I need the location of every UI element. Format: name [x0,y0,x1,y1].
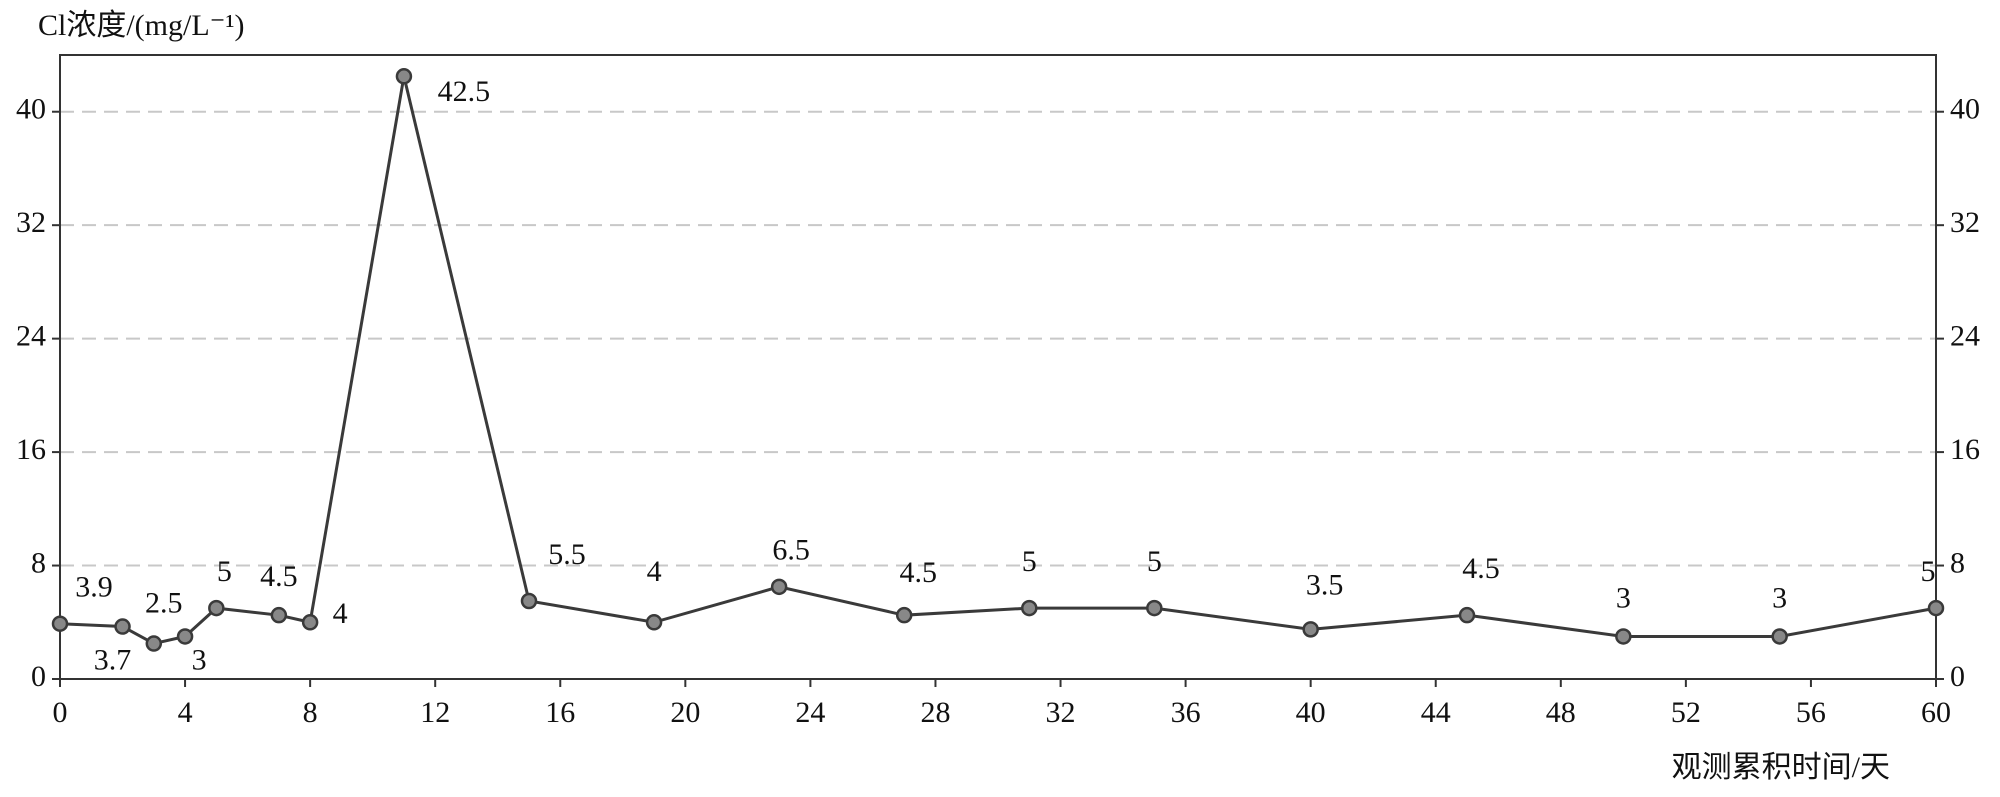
data-label: 5 [1921,555,1936,588]
data-label: 4.5 [260,560,298,593]
data-point [895,606,913,624]
data-point [645,614,663,631]
y-tick-label: 16 [16,433,46,466]
y-tick-label: 8 [31,546,46,579]
data-label: 4 [647,555,662,588]
data-point [176,628,194,645]
data-point [270,606,288,624]
data-point [1146,599,1163,617]
data-label: 42.5 [438,75,491,108]
data-point [51,615,69,632]
data-point [1615,628,1632,645]
x-tick-label: 60 [1921,696,1951,729]
x-tick-label: 40 [1296,696,1326,729]
data-label: 5.5 [548,538,586,571]
data-point [395,68,413,85]
x-tick-label: 16 [545,696,575,729]
x-tick-label: 0 [53,696,68,729]
data-label: 5 [1022,545,1037,578]
data-label: 3.7 [94,643,132,676]
y-tick-label: 40 [16,93,46,126]
x-tick-label: 56 [1796,696,1826,729]
x-tick-label: 52 [1671,696,1701,729]
y2-tick-label: 8 [1950,546,1965,579]
data-point [770,578,788,596]
data-label: 3 [1616,581,1631,614]
y2-tick-label: 40 [1950,93,1980,126]
data-point [520,592,538,610]
data-point [208,599,225,617]
y2-tick-label: 16 [1950,433,1980,466]
data-label: 3 [192,643,207,676]
data-point [114,618,131,635]
x-tick-label: 8 [303,696,318,729]
y-tick-label: 24 [16,320,46,353]
x-tick-label: 24 [795,696,825,729]
data-label: 3.9 [75,571,113,604]
x-tick-label: 48 [1546,696,1576,729]
x-tick-label: 36 [1171,696,1201,729]
y-axis-label: Cl浓度/(mg/L⁻¹) [38,9,244,42]
data-label: 5 [217,555,232,588]
y-tick-label: 32 [16,206,46,239]
y2-tick-label: 0 [1950,660,1965,693]
data-label: 2.5 [145,586,183,619]
x-tick-label: 28 [920,696,950,729]
data-point [145,635,163,652]
x-tick-label: 20 [670,696,700,729]
x-axis-label: 观测累积时间/天 [1672,751,1890,784]
data-label: 4.5 [899,556,937,589]
x-tick-label: 4 [178,696,193,729]
x-tick-label: 32 [1046,696,1076,729]
y2-tick-label: 32 [1950,206,1980,239]
data-point [301,614,319,631]
data-label: 6.5 [772,534,810,567]
data-point [1927,599,1945,617]
data-label: 3.5 [1306,568,1344,601]
data-label: 3 [1772,581,1787,614]
data-point [1302,621,1319,638]
y2-tick-label: 24 [1950,320,1980,353]
x-tick-label: 44 [1421,696,1451,729]
x-tick-label: 12 [420,696,450,729]
plot-frame [59,54,1937,680]
data-point [1021,599,1038,617]
data-point [1771,628,1788,645]
data-line [59,75,1937,646]
data-point [1458,606,1476,624]
data-label: 4.5 [1462,552,1500,585]
data-label: 4 [333,597,348,630]
y-tick-label: 0 [31,660,46,693]
data-label: 5 [1147,545,1162,578]
